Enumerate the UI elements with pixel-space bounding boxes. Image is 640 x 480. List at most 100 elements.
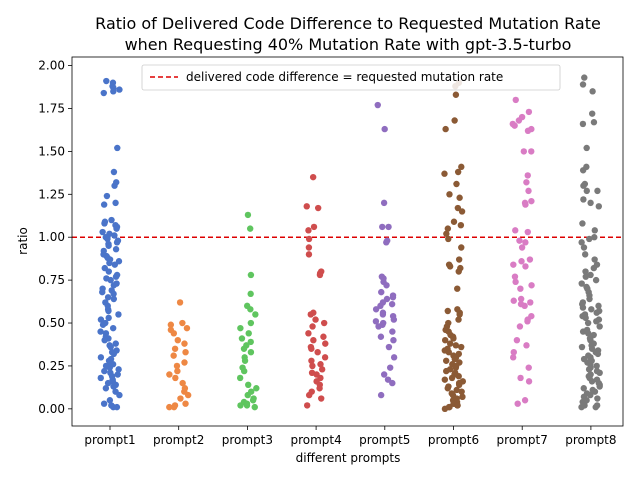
data-point-prompt8 [590,119,598,126]
data-point-prompt6 [443,367,450,375]
data-point-prompt1 [105,314,112,322]
data-point-prompt3 [244,391,251,399]
data-point-prompt4 [318,395,325,402]
data-point-prompt3 [238,335,246,342]
data-point-prompt8 [579,167,587,174]
data-point-prompt8 [582,273,589,280]
y-tick-label: 0.50 [38,316,65,330]
data-point-prompt3 [245,330,252,337]
data-point-prompt5 [374,101,381,109]
data-point-prompt1 [103,192,111,200]
data-point-prompt8 [594,187,601,195]
data-point-prompt4 [305,235,313,243]
data-point-prompt7 [525,378,533,385]
data-point-prompt7 [518,244,526,251]
data-point-prompt5 [379,223,386,231]
legend-box [141,64,561,91]
data-point-prompt6 [455,316,462,323]
data-point-prompt1 [112,199,119,207]
data-point-prompt2 [170,352,177,359]
data-point-prompt8 [590,264,598,272]
data-point-prompt4 [322,340,329,347]
data-point-prompt1 [99,228,106,236]
data-point-prompt1 [107,343,114,351]
data-point-prompt8 [591,256,598,263]
x-tick-label-prompt8: prompt8 [565,433,616,447]
x-tick-label-prompt1: prompt1 [84,433,135,447]
data-point-prompt5 [381,125,388,133]
data-point-prompt4 [312,316,319,323]
data-point-prompt3 [236,374,244,382]
data-point-prompt7 [523,342,530,349]
data-point-prompt4 [317,361,324,368]
data-point-prompt7 [522,263,529,270]
data-point-prompt8 [582,268,589,275]
data-point-prompt8 [580,196,587,203]
data-point-prompt6 [456,194,463,201]
data-point-prompt7 [511,122,518,129]
data-point-prompt6 [454,402,461,409]
data-point-prompt8 [588,306,595,313]
data-point-prompt8 [588,378,596,385]
data-point-prompt5 [385,343,393,351]
data-point-prompt1 [116,391,123,399]
data-point-prompt1 [110,168,118,176]
data-point-prompt2 [167,321,175,328]
data-point-prompt6 [442,125,449,133]
x-tick-label-prompt7: prompt7 [497,433,548,447]
data-point-prompt1 [108,216,115,224]
data-point-prompt8 [589,88,596,95]
data-point-prompt7 [518,258,525,265]
data-point-prompt8 [578,280,585,287]
data-point-prompt4 [316,271,324,279]
data-point-prompt8 [594,395,601,402]
data-point-prompt7 [528,148,535,155]
data-point-prompt6 [455,381,463,389]
data-point-prompt2 [182,349,189,356]
data-point-prompt8 [584,319,592,327]
y-tick-label: 1.00 [38,230,65,244]
data-point-prompt5 [383,239,390,246]
data-point-prompt3 [247,271,255,279]
data-point-prompt7 [512,96,519,104]
data-point-prompt2 [170,330,178,337]
data-point-prompt7 [514,400,521,407]
data-point-prompt2 [174,367,181,375]
data-point-prompt7 [517,285,524,292]
data-point-prompt8 [591,227,598,234]
data-point-prompt8 [596,369,603,376]
data-point-prompt7 [520,148,528,155]
x-tick-label-prompt4: prompt4 [290,433,341,447]
data-point-prompt1 [107,276,114,284]
data-point-prompt8 [579,220,586,227]
data-point-prompt6 [444,307,451,315]
data-point-prompt1 [104,379,112,387]
data-point-prompt5 [390,354,398,361]
data-point-prompt1 [112,246,120,253]
data-point-prompt5 [372,318,380,325]
data-point-prompt4 [320,319,328,327]
data-point-prompt5 [385,223,392,231]
data-point-prompt6 [455,268,462,275]
data-point-prompt7 [510,297,517,304]
data-point-prompt8 [580,385,587,392]
data-point-prompt3 [240,367,248,375]
data-point-prompt8 [583,187,590,195]
data-point-prompt7 [524,318,531,325]
y-tick-label: 0.25 [38,359,65,373]
data-point-prompt4 [314,349,321,356]
data-point-prompt5 [386,364,394,371]
data-point-prompt8 [581,251,589,258]
data-point-prompt3 [237,402,244,409]
data-point-prompt8 [591,388,599,395]
data-point-prompt6 [441,376,449,383]
data-point-prompt2 [179,379,186,387]
data-point-prompt4 [308,345,315,352]
data-point-prompt6 [452,342,460,349]
data-point-prompt1 [97,354,105,361]
x-axis-label: different prompts [296,451,401,465]
data-point-prompt5 [389,294,397,301]
data-point-prompt5 [379,311,387,318]
data-point-prompt2 [170,403,178,411]
